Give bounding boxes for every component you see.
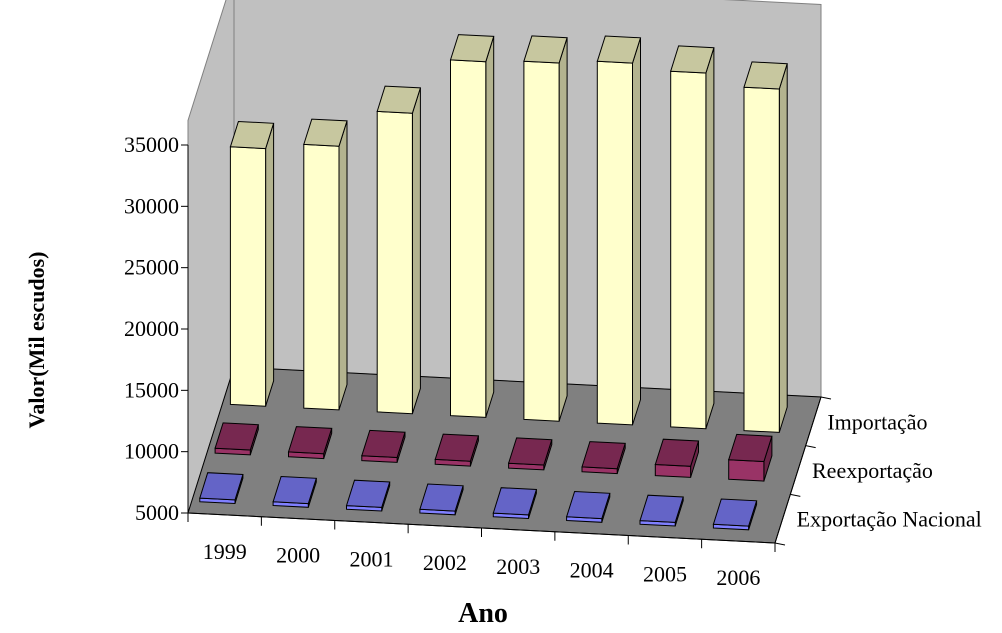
bar (287, 426, 333, 460)
bar-top (272, 475, 317, 505)
bar-front (376, 110, 413, 415)
bar-top (728, 433, 773, 463)
depth-tick (774, 542, 786, 546)
depth-tick (820, 396, 832, 400)
bar-side (265, 123, 275, 407)
bar-top (712, 498, 758, 527)
x-tick-label: 2004 (570, 558, 614, 583)
x-tick-label: 2001 (349, 546, 393, 571)
chart-bars (199, 34, 788, 531)
series-labels: Exportação Nacional Reexportação Importaçã… (797, 409, 982, 531)
bar (507, 437, 553, 471)
bar-top (581, 441, 626, 470)
bar-side (411, 87, 421, 414)
bar (728, 433, 773, 482)
bar-top (596, 35, 642, 64)
x-axis-title: Ano (458, 598, 508, 629)
bar-front (596, 60, 633, 426)
x-tick-label: 2006 (716, 565, 760, 590)
bar (654, 438, 700, 478)
bar (272, 475, 317, 508)
bar-top (670, 45, 715, 74)
bar (434, 433, 480, 467)
bar (523, 35, 568, 422)
bar (581, 441, 626, 475)
bar-top (492, 487, 538, 516)
series-label: Importação (827, 409, 927, 434)
x-tick-label: 2000 (276, 543, 320, 568)
bar (565, 490, 611, 523)
bar-side (485, 36, 495, 418)
bar (345, 479, 391, 512)
bar-front (303, 143, 340, 411)
bar-top (434, 433, 480, 462)
bar-front (728, 459, 765, 482)
y-tick-label: 35000 (124, 132, 179, 157)
x-tick-label: 2005 (643, 561, 687, 586)
bar (214, 422, 259, 456)
bar (596, 35, 642, 426)
bar-top (419, 483, 464, 512)
bar (199, 472, 244, 505)
y-tick-label: 30000 (124, 193, 179, 218)
bar (492, 487, 538, 520)
axis-lines (181, 144, 832, 552)
bar-top (199, 472, 244, 501)
bar-top (639, 494, 684, 523)
bar-top (303, 118, 348, 147)
bar-front (743, 86, 780, 433)
depth-tick (790, 493, 801, 497)
x-tick-label: 1999 (203, 539, 247, 564)
bar (639, 494, 684, 527)
bar-front (523, 60, 560, 422)
y-tick-label: 10000 (124, 439, 179, 464)
bar (670, 45, 715, 430)
bar-top (743, 61, 788, 90)
bar-side (558, 37, 568, 422)
bar-top (376, 85, 422, 114)
bar (419, 483, 464, 516)
bar-front (670, 70, 707, 430)
bar-top (565, 490, 611, 520)
bar-side (778, 63, 788, 433)
bar-top (229, 120, 275, 150)
bar (229, 120, 275, 407)
y-tick-labels: 5000 10000 15000 20000 25000 30000 35000 (124, 132, 179, 525)
bar-front (450, 59, 487, 418)
bar-top (361, 429, 406, 459)
bar-top (214, 422, 259, 451)
y-tick-label: 5000 (135, 500, 179, 525)
depth-axis-line (774, 396, 822, 544)
bar (712, 498, 758, 531)
bar-top (507, 437, 553, 466)
y-tick-label: 15000 (124, 377, 179, 402)
bar (376, 85, 422, 415)
bar-top (287, 426, 333, 455)
bar (449, 34, 495, 418)
y-axis-title: Valor(Mil escudos) (24, 251, 49, 428)
series-label: Reexportação (812, 458, 933, 483)
bar-side (705, 47, 715, 429)
y-tick-label: 20000 (124, 316, 179, 341)
bar-side (338, 120, 348, 411)
x-tick-labels: 1999 2000 2001 2002 2003 2004 2005 2006 (203, 539, 761, 590)
bar-top (449, 34, 495, 63)
bar (743, 61, 788, 433)
bar (361, 429, 406, 463)
bar-top (654, 438, 700, 467)
bar-top (523, 35, 568, 64)
bar-side (632, 37, 641, 426)
bar-top (345, 479, 391, 508)
bar-front (229, 146, 267, 407)
series-label: Exportação Nacional (797, 507, 982, 532)
x-tick-label: 2002 (423, 550, 467, 575)
y-tick-label: 25000 (124, 255, 179, 280)
depth-tick (805, 445, 816, 449)
chart-walls (187, 0, 822, 544)
bar (303, 118, 348, 411)
x-tick-label: 2003 (496, 554, 540, 579)
